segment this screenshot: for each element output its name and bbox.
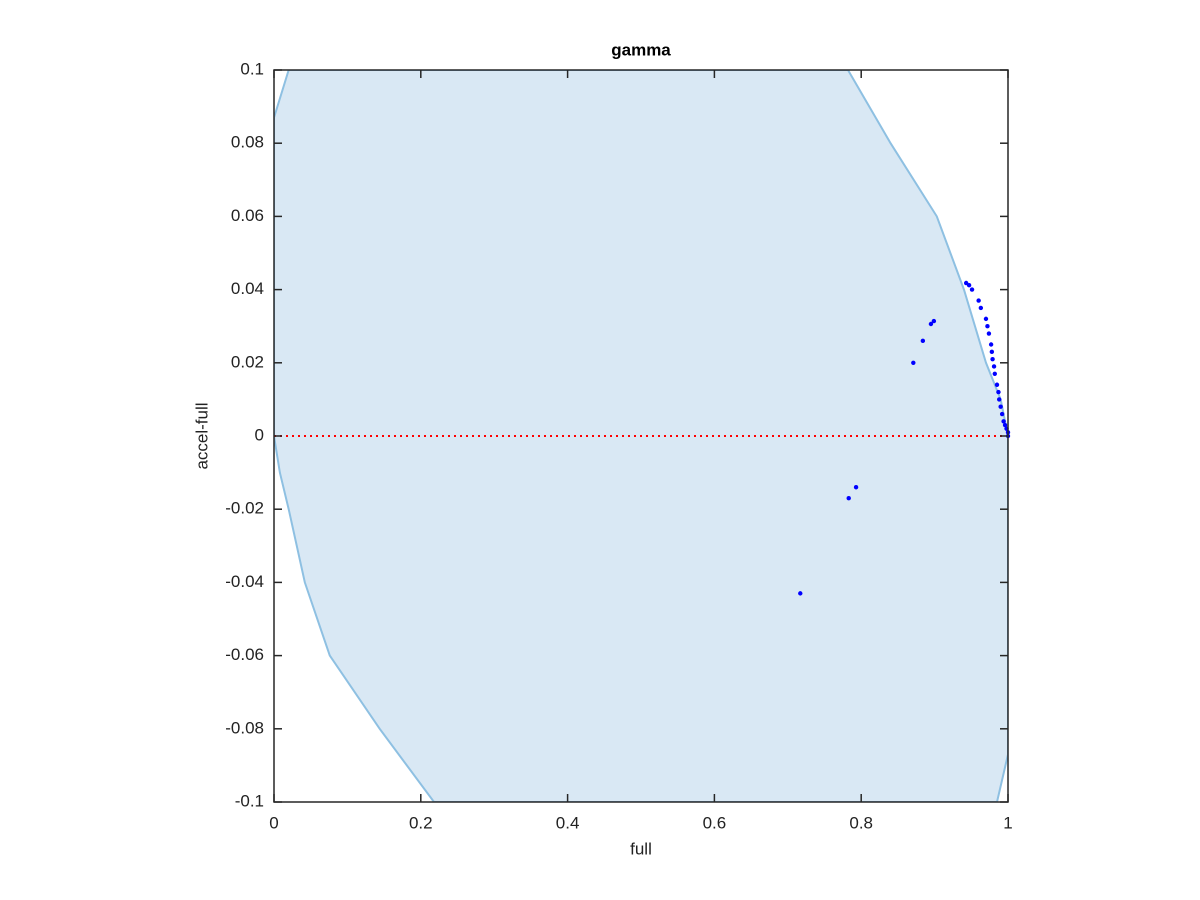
point (976, 298, 981, 303)
y-tick-label: 0.1 (240, 59, 264, 78)
x-tick-label: 1 (1003, 813, 1012, 832)
x-tick-label: 0.6 (703, 813, 727, 832)
point (1002, 422, 1008, 428)
x-tick-label: 0.2 (409, 813, 433, 832)
point (846, 496, 851, 501)
y-tick-label: 0.08 (231, 133, 264, 152)
point (986, 331, 992, 336)
y-tick-label: -0.1 (235, 791, 264, 810)
x-tick-label: 0.8 (849, 813, 873, 832)
point (798, 591, 803, 596)
y-tick-label: -0.06 (225, 645, 264, 664)
point (853, 485, 859, 490)
x-tick-label: 0.4 (556, 813, 580, 832)
y-tick-label: -0.08 (225, 718, 264, 737)
y-axis-label: accel-full (192, 402, 211, 469)
y-tick-label: 0.02 (231, 352, 264, 371)
point (999, 411, 1005, 417)
point (928, 321, 934, 327)
point (998, 404, 1003, 409)
y-tick-label: -0.02 (225, 499, 264, 518)
point (994, 382, 1000, 387)
y-tick-label: -0.04 (225, 572, 264, 591)
chart-title: gamma (611, 40, 671, 59)
y-tick-label: 0 (255, 425, 264, 444)
point (983, 316, 989, 322)
point (969, 287, 975, 292)
y-tick-label: 0.06 (231, 206, 264, 225)
point (978, 305, 984, 311)
point (996, 389, 1001, 395)
point (990, 356, 995, 362)
x-tick-label: 0 (269, 813, 278, 832)
point (985, 324, 990, 329)
y-tick-label: 0.04 (231, 279, 264, 298)
point (920, 338, 926, 344)
point (966, 283, 972, 288)
point (1001, 419, 1006, 424)
point (989, 349, 995, 355)
point (911, 360, 916, 365)
point (931, 318, 937, 324)
point (991, 364, 997, 369)
x-axis-label: full (630, 839, 652, 858)
point (988, 342, 994, 347)
point (992, 371, 997, 376)
point (996, 397, 1002, 402)
